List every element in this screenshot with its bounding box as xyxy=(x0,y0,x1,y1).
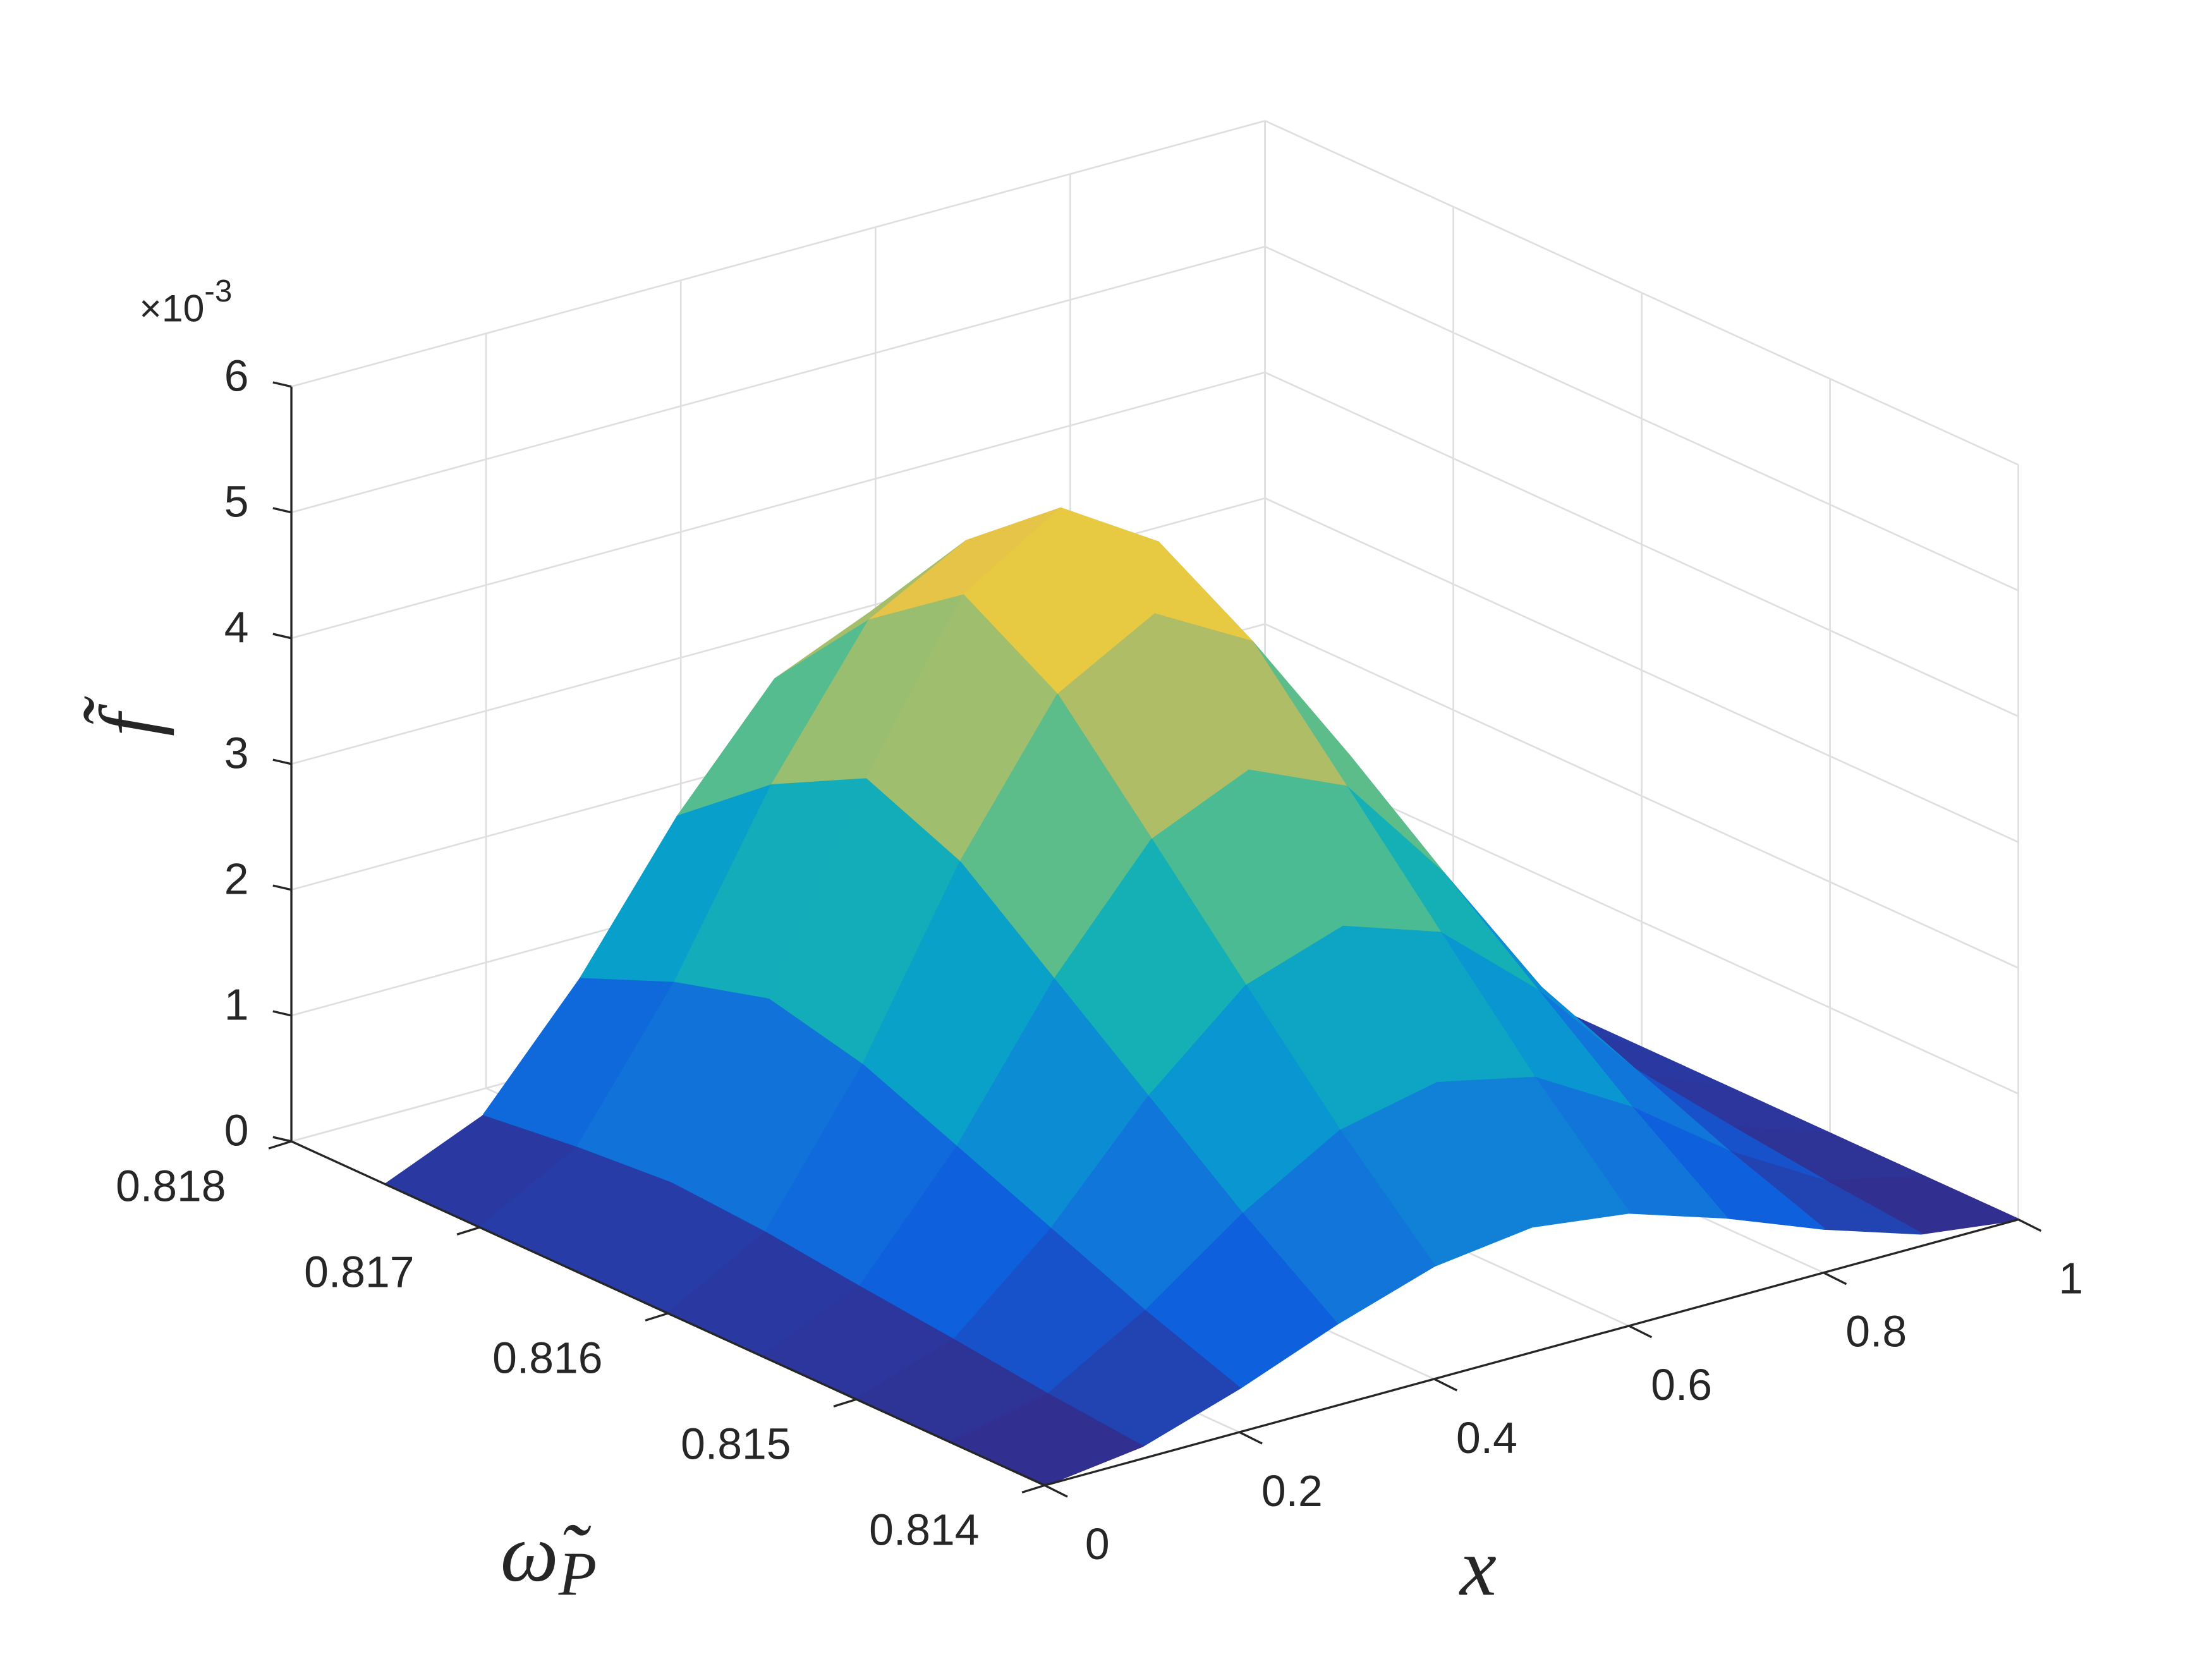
x-axis-line xyxy=(1044,1218,2019,1486)
exponent-label: ×10-3 xyxy=(139,274,232,329)
z-tick-label: 0 xyxy=(224,1106,249,1155)
x-tick xyxy=(1628,1325,1653,1339)
grid-line xyxy=(291,119,1265,388)
x-tick xyxy=(2017,1218,2042,1232)
x-tick-label: 0.2 xyxy=(1261,1466,1323,1516)
y-axis-label-subscript: P xyxy=(558,1540,597,1608)
z-tick xyxy=(272,507,292,514)
z-tick xyxy=(272,1010,292,1017)
z-tick-label: 2 xyxy=(224,854,249,904)
x-tick-label: 0 xyxy=(1085,1519,1110,1569)
exponent-base: ×10 xyxy=(139,286,204,329)
grid-line xyxy=(291,245,1265,514)
y-tick-label: 0.816 xyxy=(492,1334,602,1383)
x-tick-label: 0.4 xyxy=(1456,1413,1517,1462)
z-tick xyxy=(272,1136,292,1143)
grid-line xyxy=(1265,245,2019,592)
x-tick-label: 1 xyxy=(2058,1254,2083,1303)
grid-line xyxy=(1265,372,2019,717)
y-tick xyxy=(456,1226,480,1236)
axes: 0 0.2 0.4 0.6 0.8 1 0.814 0.815 0.816 0.817 0.818 0… xyxy=(116,351,2083,1569)
grid-line xyxy=(291,371,1265,640)
exponent-power: -3 xyxy=(204,274,232,308)
z-tick-label: 3 xyxy=(224,729,249,778)
z-tick-label: 5 xyxy=(224,477,249,526)
y-tick-label: 0.817 xyxy=(304,1247,414,1296)
plot-area: 0 0.2 0.4 0.6 0.8 1 0.814 0.815 0.816 0.817 0.818 0… xyxy=(83,119,2083,1613)
x-tick-label: 0.8 xyxy=(1845,1307,1907,1356)
z-tick xyxy=(272,758,292,765)
x-axis-label: x xyxy=(1459,1522,1497,1613)
z-tick-label: 1 xyxy=(224,980,249,1030)
x-tick xyxy=(1433,1378,1457,1392)
x-tick-label: 0.6 xyxy=(1651,1360,1712,1409)
y-tick xyxy=(1021,1484,1045,1494)
z-tick-label: 6 xyxy=(224,351,249,400)
y-tick xyxy=(645,1312,669,1322)
z-tick xyxy=(272,633,292,640)
y-tick-label: 0.815 xyxy=(681,1419,791,1469)
grid-line xyxy=(1265,119,2019,466)
x-tick xyxy=(1044,1484,1068,1498)
y-tick-label: 0.814 xyxy=(869,1505,979,1555)
x-tick xyxy=(1239,1431,1263,1445)
y-tick xyxy=(833,1398,857,1407)
y-tick-label: 0.818 xyxy=(116,1161,226,1210)
z-tick-label: 4 xyxy=(224,603,249,652)
x-tick xyxy=(1823,1272,1847,1285)
z-tick xyxy=(272,381,292,388)
grid-line xyxy=(1265,497,2019,843)
z-tick xyxy=(272,884,292,891)
grid-line xyxy=(1265,623,2019,969)
y-tick xyxy=(268,1140,292,1150)
